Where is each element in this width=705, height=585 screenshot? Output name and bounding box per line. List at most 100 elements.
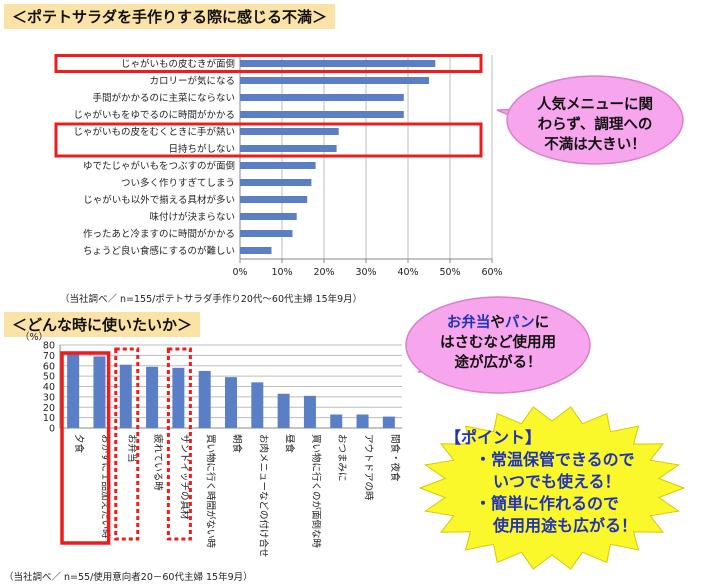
category-label: 味付けが決まらない	[149, 211, 235, 223]
bar	[356, 414, 369, 428]
y-tick-label: 60	[43, 361, 55, 372]
bubble1-callout-text: 人気メニューに関 わらず、調理への 不満は大きい！	[520, 95, 670, 155]
category-label: おかずに１品加えたい時	[99, 434, 110, 539]
highlight-box	[54, 54, 483, 73]
bubble1-line: 人気メニューに関	[537, 97, 653, 113]
bubble1-line: わらず、調理への	[537, 117, 653, 133]
y-tick-label: 40	[43, 382, 55, 393]
x-tick-label: 30%	[355, 267, 376, 278]
category-label: じゃがいもをゆでるのに時間がかかる	[73, 109, 235, 121]
category-label: お肉メニューなどの付け合せ	[257, 434, 269, 558]
bar	[240, 77, 429, 84]
bar	[240, 128, 339, 135]
x-tick-label: 20%	[313, 267, 334, 278]
category-label: カロリーが気になる	[149, 75, 235, 87]
bubble2-bento: お弁当	[446, 315, 491, 331]
bubble1-line: 不満は大きい！	[544, 137, 646, 153]
bar	[240, 145, 337, 152]
bar	[240, 247, 272, 254]
highlight-box	[54, 122, 483, 158]
top-chart-header: ＜ポテトサラダを手作りする際に感じる不満＞	[4, 4, 336, 29]
point-burst-shape	[418, 406, 686, 570]
category-label: つい多く作りすぎてしまう	[121, 177, 235, 189]
bar	[240, 94, 404, 101]
bottom-chart-header: ＜どんな時に使いたいか＞	[4, 312, 201, 337]
category-label: 昼食	[284, 434, 296, 454]
bar	[240, 230, 293, 237]
y-tick-label: 10	[43, 413, 55, 424]
category-label: じゃがいもの皮をむくときに手が熱い	[73, 126, 235, 138]
x-tick-label: 10%	[271, 267, 292, 278]
bar	[198, 370, 211, 428]
category-label: 日持ちがしない	[168, 143, 235, 155]
y-axis-unit: （%）	[20, 331, 48, 343]
highlight-box-dashed	[166, 347, 192, 541]
y-tick-label: 30	[43, 392, 55, 403]
x-tick-label: 50%	[439, 267, 460, 278]
x-tick-label: 40%	[397, 267, 418, 278]
bubble2-bread: パン	[504, 315, 535, 331]
bar	[277, 393, 290, 428]
bar	[67, 354, 80, 428]
bar	[146, 366, 159, 428]
bar	[240, 179, 312, 186]
bubble1-shape	[506, 75, 684, 165]
bar	[225, 377, 237, 428]
highlight-box	[60, 351, 111, 545]
horizontal-bar-chart: 0% 10% 20% 30% 40% 50% 60% じゃがいもの皮むきが面倒カロリーが気にな…	[54, 54, 503, 278]
bubble2-callout-text: お弁当やパンに はさむなど使用用 途が広がる！	[418, 313, 578, 373]
bar	[240, 196, 308, 203]
category-label: おつまみに	[336, 434, 347, 482]
category-label: じゃがいも以外で揃える具材が多い	[83, 194, 235, 206]
point-line: ・常温保管できるので	[475, 450, 635, 469]
category-label: 間食・夜食	[389, 434, 401, 482]
bar	[303, 395, 316, 428]
category-label: 夕食	[73, 434, 85, 454]
bar	[330, 414, 343, 428]
bar	[251, 382, 264, 428]
highlight-box-dashed	[114, 347, 140, 541]
bar	[240, 60, 436, 67]
top-chart-source-note: （当社調べ／ n=155/ポテトサラダ手作り20代～60代主婦 15年9月）	[60, 294, 363, 305]
category-label: 朝食	[231, 434, 243, 454]
point-burst-text: 【ポイント】 ・常温保管できるので いつでも使える！ ・簡単に作れるので 使用用…	[445, 427, 665, 537]
bottom-chart-source-note: （当社調べ／ n=55/使用意向者20－60代主婦 15年9月）	[4, 572, 253, 583]
category-label: 買い物に行くのが面倒な時	[310, 434, 322, 549]
bar	[172, 367, 185, 428]
y-tick-label: 20	[43, 403, 55, 414]
bubble2-line2: はさむなど使用用	[440, 335, 556, 351]
category-label: サンドイッチの具材	[178, 434, 190, 520]
category-label: 作ったあと冷ますのに時間がかかる	[83, 228, 235, 240]
category-label: ちょうど良い食感にするのが難しい	[83, 245, 235, 257]
bubble2-ni: に	[534, 315, 550, 331]
bubble2-line3: 途が広がる！	[454, 355, 542, 371]
y-tick-label: 50	[43, 372, 55, 383]
category-label: アウトドアの時	[363, 434, 374, 501]
bubble2-shape	[405, 296, 591, 394]
point-heading: 【ポイント】	[445, 428, 542, 447]
bubble2-ya: や	[490, 315, 505, 331]
bar	[240, 213, 297, 220]
y-tick-label: 80	[43, 341, 55, 352]
category-label: お弁当	[126, 434, 138, 463]
bar	[240, 162, 316, 169]
bar	[119, 364, 132, 428]
point-line: ・簡単に作れるので	[475, 494, 620, 513]
bar	[240, 111, 404, 118]
y-tick-label: 0	[49, 424, 55, 435]
category-label: 手間がかかるのに主菜にならない	[92, 92, 235, 104]
x-tick-label: 60%	[481, 267, 502, 278]
point-line: いつでも使える！	[493, 472, 621, 491]
category-label: 疲れている時	[152, 434, 164, 491]
category-label: 買い物に行く時間がない時	[205, 434, 217, 549]
y-tick-label: 70	[43, 351, 55, 362]
bar	[93, 356, 106, 428]
category-label: じゃがいもの皮むきが面倒	[121, 58, 235, 70]
category-label: ゆでたじゃがいもをつぶすのが面倒	[83, 160, 235, 172]
callout-shapes	[405, 75, 686, 570]
bar	[382, 416, 395, 428]
x-tick-label: 0%	[232, 267, 247, 278]
point-line: 使用用途も広がる！	[493, 516, 638, 535]
